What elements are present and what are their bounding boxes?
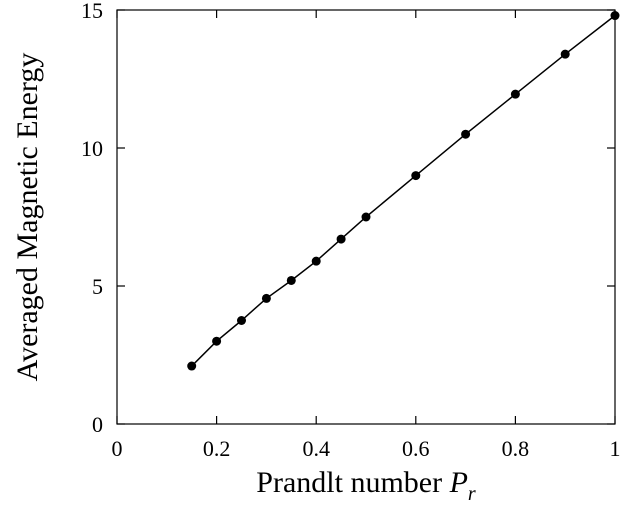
data-point — [187, 362, 196, 371]
data-point — [337, 235, 346, 244]
x-tick-label: 1 — [610, 436, 620, 461]
x-axis-title: Prandlt number Pr — [256, 466, 476, 502]
data-point — [611, 11, 620, 20]
y-tick-label: 0 — [92, 412, 103, 437]
data-point — [262, 294, 271, 303]
data-line — [192, 16, 615, 367]
data-point — [511, 90, 520, 99]
y-tick-label: 15 — [81, 0, 103, 23]
x-axis-symbol: P — [449, 466, 468, 499]
x-axis-subscript: r — [468, 483, 476, 502]
y-tick-label: 10 — [81, 136, 103, 161]
y-axis-title: Averaged Magnetic Energy — [11, 53, 44, 382]
data-point — [411, 171, 420, 180]
data-point — [312, 257, 321, 266]
x-tick-label: 0.8 — [502, 436, 530, 461]
data-point — [461, 130, 470, 139]
x-tick-label: 0.2 — [203, 436, 231, 461]
x-tick-label: 0.4 — [302, 436, 330, 461]
x-tick-label: 0 — [112, 436, 123, 461]
data-point — [287, 276, 296, 285]
data-point — [237, 316, 246, 325]
y-tick-label: 5 — [92, 274, 103, 299]
data-point — [362, 213, 371, 222]
x-tick-label: 0.6 — [402, 436, 430, 461]
data-point — [212, 337, 221, 346]
x-axis-label: Prandlt number — [256, 466, 442, 499]
data-point — [561, 50, 570, 59]
